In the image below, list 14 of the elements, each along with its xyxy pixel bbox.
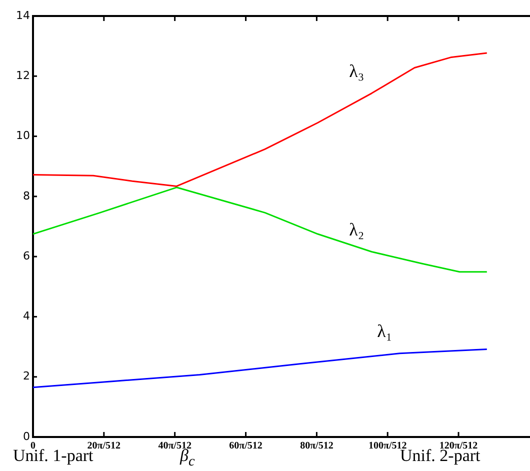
y-tick-label: 6 <box>23 249 30 262</box>
series-label: λ₃ <box>349 61 364 82</box>
y-tick-label: 2 <box>23 370 30 383</box>
y-tick-label: 12 <box>16 69 30 82</box>
y-tick-label: 4 <box>23 310 30 323</box>
x-tick-label: 80π/512 <box>300 440 334 452</box>
x-tick-label: 60π/512 <box>229 440 262 452</box>
y-tick-label: 0 <box>23 430 30 443</box>
series-label: λ₂ <box>349 219 364 240</box>
x-tick-label: 20π/512 <box>87 440 121 452</box>
y-tick-label: 10 <box>16 129 30 142</box>
y-tick-label: 14 <box>16 8 30 22</box>
series-label: λ₁ <box>377 321 392 342</box>
y-tick-label: 8 <box>23 189 30 202</box>
